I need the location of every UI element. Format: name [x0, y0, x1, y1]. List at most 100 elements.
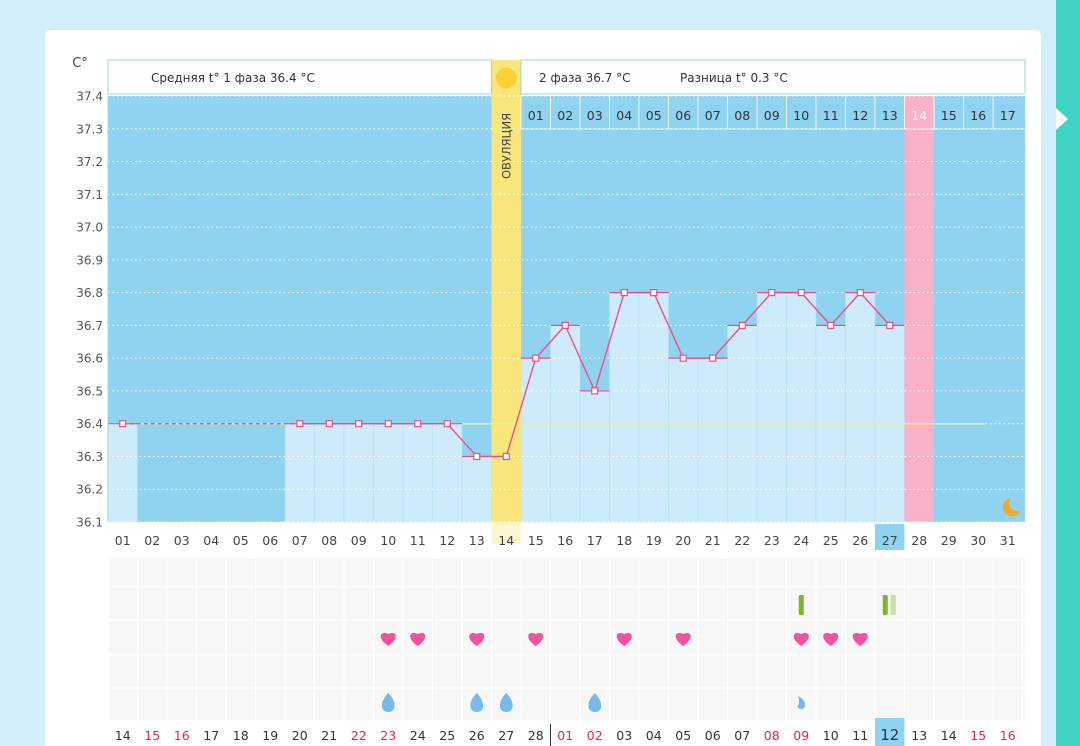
heart-icon[interactable]	[469, 633, 485, 646]
x-day-label: 20	[675, 533, 691, 548]
calendar-date-label: 11	[852, 728, 868, 743]
temp-line-segment	[859, 292, 891, 326]
temp-point[interactable]	[355, 420, 363, 428]
temp-bar	[786, 292, 817, 523]
y-tick-label: 37.2	[76, 155, 103, 169]
temp-point[interactable]	[443, 420, 451, 428]
phase2-day-label: 14	[911, 108, 927, 123]
heart-icon[interactable]	[528, 633, 544, 646]
crescent-moon-icon[interactable]	[1003, 495, 1025, 516]
drop-icon[interactable]	[588, 693, 602, 712]
temp-point[interactable]	[650, 289, 658, 297]
ovulation-test-icon[interactable]	[798, 595, 804, 615]
calendar-date-label: 08	[764, 728, 780, 743]
calendar-date-label: 20	[292, 728, 308, 743]
x-day-label: 19	[646, 533, 662, 548]
heart-icon[interactable]	[616, 633, 632, 646]
small-drop-icon[interactable]	[797, 696, 805, 710]
x-day-label: 10	[380, 533, 396, 548]
x-day-label: 25	[823, 533, 839, 548]
temp-bar	[638, 292, 669, 523]
temp-point[interactable]	[679, 354, 687, 362]
temp-line-segment	[741, 292, 773, 326]
phase2-day-label: 03	[587, 108, 603, 123]
y-tick-label: 36.4	[76, 417, 103, 431]
x-day-label: 30	[970, 533, 986, 548]
temp-point[interactable]	[768, 289, 776, 297]
calendar-date-label: 03	[616, 728, 632, 743]
calendar-date-label: 09	[793, 728, 809, 743]
heart-icon[interactable]	[675, 633, 691, 646]
heart-icon[interactable]	[380, 633, 396, 646]
x-day-label: 08	[321, 533, 337, 548]
calendar-date-label: 12	[880, 726, 899, 744]
x-day-label: 09	[351, 533, 367, 548]
x-day-label: 21	[705, 533, 721, 548]
temp-point[interactable]	[296, 420, 304, 428]
temp-point[interactable]	[591, 387, 599, 395]
phase2-day-label: 17	[1000, 108, 1016, 123]
temp-point[interactable]	[738, 321, 746, 329]
sidebar-tab-arrow-icon[interactable]	[1056, 108, 1068, 130]
temp-point[interactable]	[502, 452, 510, 461]
temp-point[interactable]	[414, 420, 422, 428]
calendar-date-label: 27	[498, 728, 514, 743]
y-tick-label: 37.3	[76, 122, 103, 136]
temp-point[interactable]	[797, 289, 805, 297]
ovulation-test-icon-faint[interactable]	[890, 595, 896, 615]
temp-point[interactable]	[827, 321, 835, 329]
temp-point[interactable]	[709, 354, 717, 362]
temp-line-segment	[712, 324, 743, 359]
calendar-date-label: 01	[557, 728, 573, 743]
heart-icon[interactable]	[793, 633, 809, 646]
y-axis-unit-label: C°	[72, 56, 88, 71]
temp-bar	[314, 423, 345, 523]
phase2-day-label: 09	[764, 108, 780, 123]
heart-icon[interactable]	[823, 633, 839, 646]
x-day-label: 28	[911, 533, 927, 548]
drop-icon[interactable]	[470, 693, 484, 712]
period-column	[904, 96, 934, 522]
heart-icon[interactable]	[852, 633, 868, 646]
y-tick-label: 36.2	[76, 483, 103, 497]
sun-icon	[495, 67, 517, 89]
x-day-label: 17	[587, 533, 603, 548]
temp-point[interactable]	[384, 420, 392, 428]
temp-point[interactable]	[325, 420, 333, 428]
y-tick-label: 36.5	[76, 384, 103, 398]
x-day-label: 02	[144, 533, 160, 548]
temp-bar	[845, 292, 876, 523]
phase2-day-label: 16	[970, 108, 986, 123]
y-tick-label: 36.9	[76, 253, 103, 267]
calendar-date-label: 19	[262, 728, 278, 743]
phase2-day-label: 12	[852, 108, 868, 123]
temp-line-segment	[594, 292, 625, 392]
notes-grid-area	[108, 558, 1025, 720]
today-highlight-cell	[875, 524, 905, 550]
temp-point[interactable]	[532, 354, 540, 362]
calendar-date-label: 15	[970, 728, 986, 743]
ovulation-test-icon[interactable]	[882, 595, 888, 615]
temp-point[interactable]	[620, 289, 628, 297]
temp-point[interactable]	[886, 321, 894, 329]
drop-icon[interactable]	[499, 693, 513, 712]
temp-point[interactable]	[561, 321, 569, 329]
temp-line-segment	[830, 292, 861, 326]
temp-point[interactable]	[856, 289, 864, 297]
temp-point[interactable]	[473, 452, 481, 461]
temp-bar	[402, 423, 433, 523]
temp-bar	[373, 423, 404, 523]
phase2-day-label: 05	[646, 108, 662, 123]
phase2-average-label: 2 фаза 36.7 °С	[539, 71, 631, 85]
x-day-label: 16	[557, 533, 573, 548]
temp-line-segment	[564, 325, 596, 392]
temp-point[interactable]	[119, 420, 127, 428]
calendar-date-label: 10	[823, 728, 839, 743]
y-tick-label: 37.4	[76, 90, 103, 104]
drop-icon[interactable]	[381, 693, 395, 712]
temp-bar	[609, 292, 640, 523]
x-day-label: 11	[410, 533, 426, 548]
x-day-label: 18	[616, 533, 632, 548]
heart-icon[interactable]	[410, 633, 426, 646]
x-day-label: 01	[115, 533, 131, 548]
